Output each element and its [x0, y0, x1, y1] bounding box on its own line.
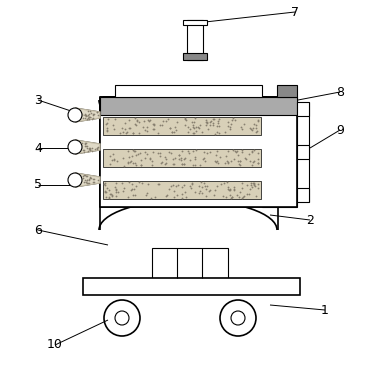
Text: 6: 6	[34, 223, 42, 236]
Text: 9: 9	[336, 124, 344, 137]
Text: 4: 4	[34, 141, 42, 154]
Text: 3: 3	[34, 93, 42, 106]
Text: 2: 2	[306, 213, 314, 227]
Circle shape	[231, 311, 245, 325]
Text: 1: 1	[321, 303, 329, 316]
Bar	[102, 115, 262, 205]
Bar	[187, 20, 203, 60]
Circle shape	[220, 300, 256, 336]
Circle shape	[104, 300, 140, 336]
Ellipse shape	[99, 200, 277, 260]
Text: 5: 5	[34, 178, 42, 191]
Text: 10: 10	[47, 338, 63, 351]
Circle shape	[68, 173, 82, 187]
Bar	[297, 188, 309, 202]
Bar	[297, 145, 309, 159]
Wedge shape	[103, 97, 267, 179]
Bar	[100, 97, 297, 207]
Circle shape	[68, 108, 82, 122]
Bar	[100, 97, 297, 115]
Bar	[103, 181, 261, 199]
Bar	[83, 278, 300, 295]
Bar	[100, 100, 278, 230]
Bar	[297, 102, 309, 116]
Circle shape	[115, 311, 129, 325]
Bar	[277, 85, 297, 97]
Bar	[183, 20, 207, 25]
Bar	[183, 53, 207, 60]
Polygon shape	[75, 108, 100, 122]
Circle shape	[68, 140, 82, 154]
Text: 8: 8	[336, 85, 344, 98]
Bar	[103, 117, 261, 135]
Bar	[115, 85, 262, 97]
Bar	[152, 248, 228, 278]
Ellipse shape	[99, 65, 277, 135]
Bar	[103, 149, 261, 167]
Text: 7: 7	[291, 6, 299, 19]
Polygon shape	[75, 140, 100, 154]
Polygon shape	[75, 173, 100, 187]
